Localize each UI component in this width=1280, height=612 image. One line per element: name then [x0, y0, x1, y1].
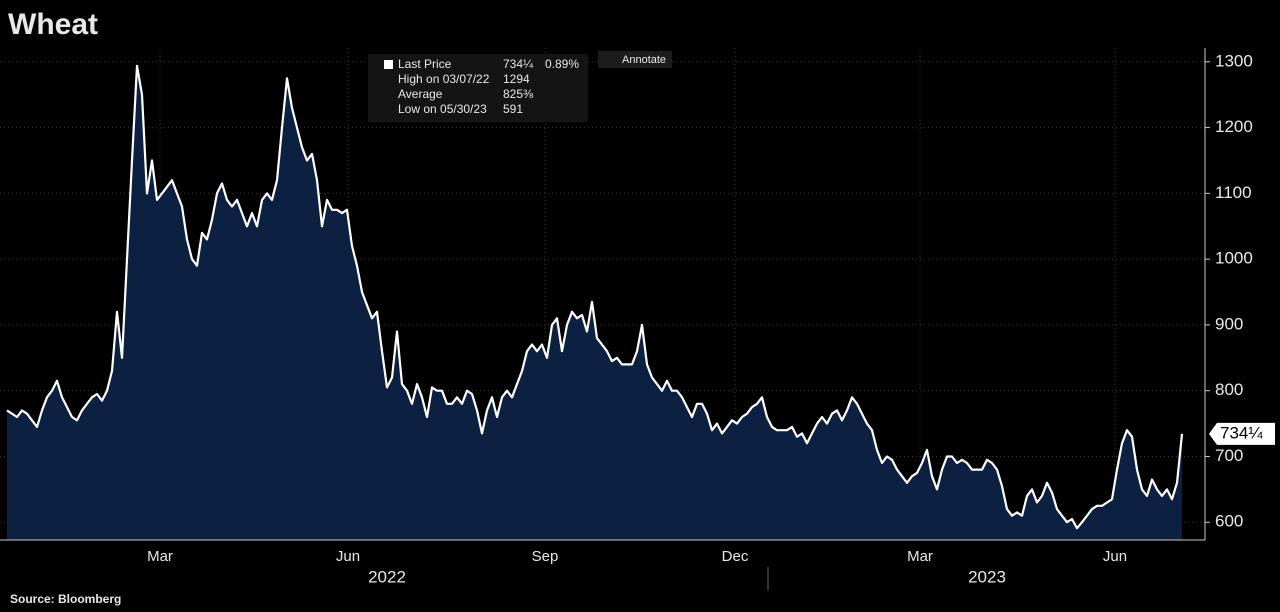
- legend-value: 1294: [503, 72, 530, 86]
- button-bg[interactable]: [598, 51, 672, 68]
- legend-label: High on 03/07/22: [398, 72, 490, 86]
- x-tick-label: Mar: [147, 548, 173, 565]
- y-tick-label: 600: [1215, 512, 1243, 531]
- last-value-tag: [1209, 422, 1275, 445]
- y-tick-label: 800: [1215, 380, 1243, 399]
- legend: Last Price 734¼ 0.89% High on 03/07/22 1…: [368, 54, 588, 122]
- y-tick-label: 1100: [1215, 183, 1252, 202]
- legend-label: Last Price: [398, 57, 452, 71]
- year-label: 2023: [968, 567, 1006, 586]
- y-tick-label: 900: [1215, 314, 1243, 333]
- last-value-label: 734¼: [1220, 423, 1263, 442]
- y-tick-label: 1000: [1215, 249, 1253, 268]
- legend-value: 591: [503, 102, 523, 116]
- button-label[interactable]: Annotate: [622, 54, 666, 66]
- annotate-button[interactable]: Annotate: [598, 51, 672, 68]
- source: Source: Bloomberg: [10, 592, 121, 606]
- legend-change: 0.89%: [545, 57, 579, 71]
- x-tick-label: Mar: [907, 548, 933, 565]
- chart-title: Wheat: [8, 8, 98, 41]
- x-tick-label: Jun: [1103, 548, 1127, 565]
- y-tick-label: 1200: [1215, 117, 1253, 136]
- y-tick-label: 1300: [1215, 51, 1253, 70]
- plot: 600 700 800 900 1000 1100 1200 1300 Mar Jun Sep Dec…: [0, 48, 1275, 586]
- y-tick-label: 700: [1215, 446, 1243, 465]
- legend-box: [368, 54, 588, 122]
- line: [6, 64, 1184, 530]
- x-tick-label: Dec: [722, 548, 749, 565]
- legend-label: Low on 05/30/23: [398, 102, 487, 116]
- x-tick-label: Sep: [532, 548, 559, 565]
- legend-label: Average: [398, 87, 443, 101]
- x-tick-label: Jun: [336, 548, 360, 565]
- area: [7, 65, 1182, 541]
- legend-value: 734¼: [503, 57, 534, 71]
- year-label: 2022: [368, 567, 406, 586]
- legend-value: 825⅜: [503, 87, 534, 101]
- legend-swatch: [384, 60, 393, 69]
